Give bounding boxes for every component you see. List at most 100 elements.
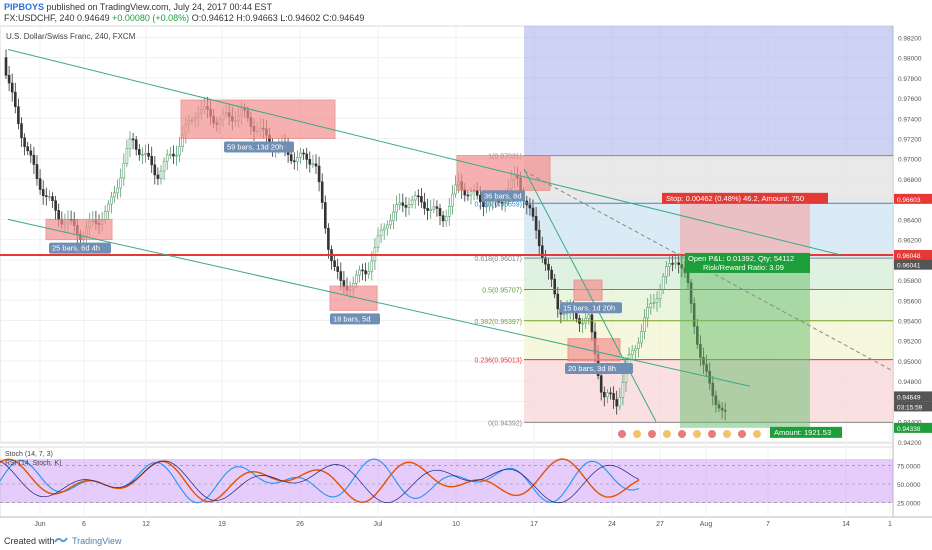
price-badge xyxy=(894,259,932,270)
price-badge xyxy=(894,193,932,204)
event-marker-icon xyxy=(737,429,747,439)
stop-label: Stop: 0.00462 (0.48%) 46.2, Amount: 750 xyxy=(666,194,804,203)
fib-level-label: 0.236(0.95013) xyxy=(475,358,522,365)
candle-body xyxy=(664,266,668,277)
box-tag-label: 59 bars, 13d 20h xyxy=(227,143,283,152)
candle-body xyxy=(640,331,643,344)
candle-body xyxy=(537,229,541,247)
time-tick-label: 27 xyxy=(656,521,664,528)
candle-body xyxy=(364,270,367,275)
candle-body xyxy=(379,229,383,237)
candle-body xyxy=(4,57,8,76)
drop-trend-line xyxy=(523,168,657,422)
candle-body xyxy=(23,137,26,147)
candle-body xyxy=(612,393,615,400)
candle-body xyxy=(410,199,414,205)
axis-labels: 0.98200 0.98000 0.97800 0.97600 0.97400 0.972… xyxy=(34,35,932,528)
candle-body xyxy=(48,196,51,198)
osc-tick-label: 75.0000 xyxy=(897,464,921,471)
stop-zone xyxy=(680,198,810,256)
candle-body xyxy=(138,149,141,155)
candle-body xyxy=(51,196,54,202)
price-badge xyxy=(894,401,932,412)
box-tag-label: 36 bars, 8d xyxy=(484,191,522,200)
candle-body xyxy=(658,289,662,300)
candle-body xyxy=(423,201,426,209)
range-box xyxy=(567,338,621,362)
box-tag xyxy=(49,242,111,254)
chart-title: U.S. Dollar/Swiss Franc, 240, FXCM xyxy=(6,32,136,41)
created-with-text: Created with xyxy=(4,536,55,546)
candle-body xyxy=(661,276,665,290)
candle-body xyxy=(438,208,442,216)
candle-body xyxy=(20,123,23,139)
candle-body xyxy=(14,91,17,107)
stop-label-bg xyxy=(662,192,828,204)
candle-body xyxy=(125,148,129,164)
price-tick-label: 0.96800 xyxy=(898,177,922,184)
price-tick-label: 0.98200 xyxy=(898,35,922,42)
candle-body xyxy=(7,74,11,84)
event-marker-icon xyxy=(632,429,642,439)
candle-body xyxy=(633,348,637,352)
candle-body xyxy=(150,155,153,166)
event-marker-icon xyxy=(647,429,657,439)
author-name[interactable]: PIPBOYS xyxy=(4,2,45,12)
candle-body xyxy=(336,266,340,272)
candle-body xyxy=(466,194,470,197)
candle-body xyxy=(35,164,39,179)
candle-body xyxy=(385,224,389,229)
candle-body xyxy=(134,139,138,150)
candle-body xyxy=(153,164,157,176)
candle-body xyxy=(435,206,439,209)
candle-body xyxy=(178,146,181,156)
fib-level-label: 0.618(0.96017) xyxy=(475,256,522,263)
event-marker-icon xyxy=(752,429,762,439)
price-tick-label: 0.95600 xyxy=(898,298,922,305)
candle-body xyxy=(354,274,358,284)
candle-body xyxy=(54,200,57,211)
candle-body xyxy=(165,154,169,162)
candle-body xyxy=(172,153,175,157)
candle-body xyxy=(531,207,535,217)
candle-body xyxy=(26,146,30,152)
price-tick-label: 0.98000 xyxy=(898,56,922,63)
box-tag-label: 20 bars, 3d 8h xyxy=(568,364,616,373)
box-tag-label: 15 bars, 1d 20h xyxy=(563,303,615,312)
candle-body xyxy=(534,216,538,231)
candle-body xyxy=(413,195,417,201)
candle-body xyxy=(646,307,650,319)
candle-body xyxy=(416,195,420,198)
candle-body xyxy=(677,262,681,265)
candle-body xyxy=(119,177,122,189)
drawings: 1(0.97031)0.786(0.96559)0.618(0.96017)0.… xyxy=(0,49,894,439)
time-tick-label: 14 xyxy=(842,521,850,528)
candle-body xyxy=(333,260,336,268)
price-tick-label: 0.94200 xyxy=(898,440,922,447)
candle-body xyxy=(10,82,14,93)
target-label-bg xyxy=(770,426,842,438)
candle-body xyxy=(44,195,48,197)
candle-body xyxy=(175,154,178,157)
time-tick-label: 7 xyxy=(766,521,770,528)
target-label: Amount: 1921.53 xyxy=(774,428,831,437)
candle-body xyxy=(674,262,677,265)
price-badge xyxy=(894,422,932,433)
box-tag xyxy=(330,313,380,325)
price-tick-label: 0.95000 xyxy=(898,359,922,366)
candle-body xyxy=(314,163,318,167)
candle-body xyxy=(401,202,405,206)
candle-body xyxy=(131,138,135,141)
tradingview-brand[interactable]: TradingView xyxy=(72,536,122,546)
pl-label-bg xyxy=(685,252,810,273)
time-tick-label: 1 xyxy=(888,521,892,528)
candle-body xyxy=(475,190,479,196)
candle-body xyxy=(668,263,671,267)
time-tick-label: Aug xyxy=(700,521,713,528)
range-box xyxy=(180,99,336,139)
range-box xyxy=(45,218,113,241)
candle-body xyxy=(147,152,150,157)
time-tick-label: 6 xyxy=(82,521,86,528)
candle-body xyxy=(392,211,395,221)
